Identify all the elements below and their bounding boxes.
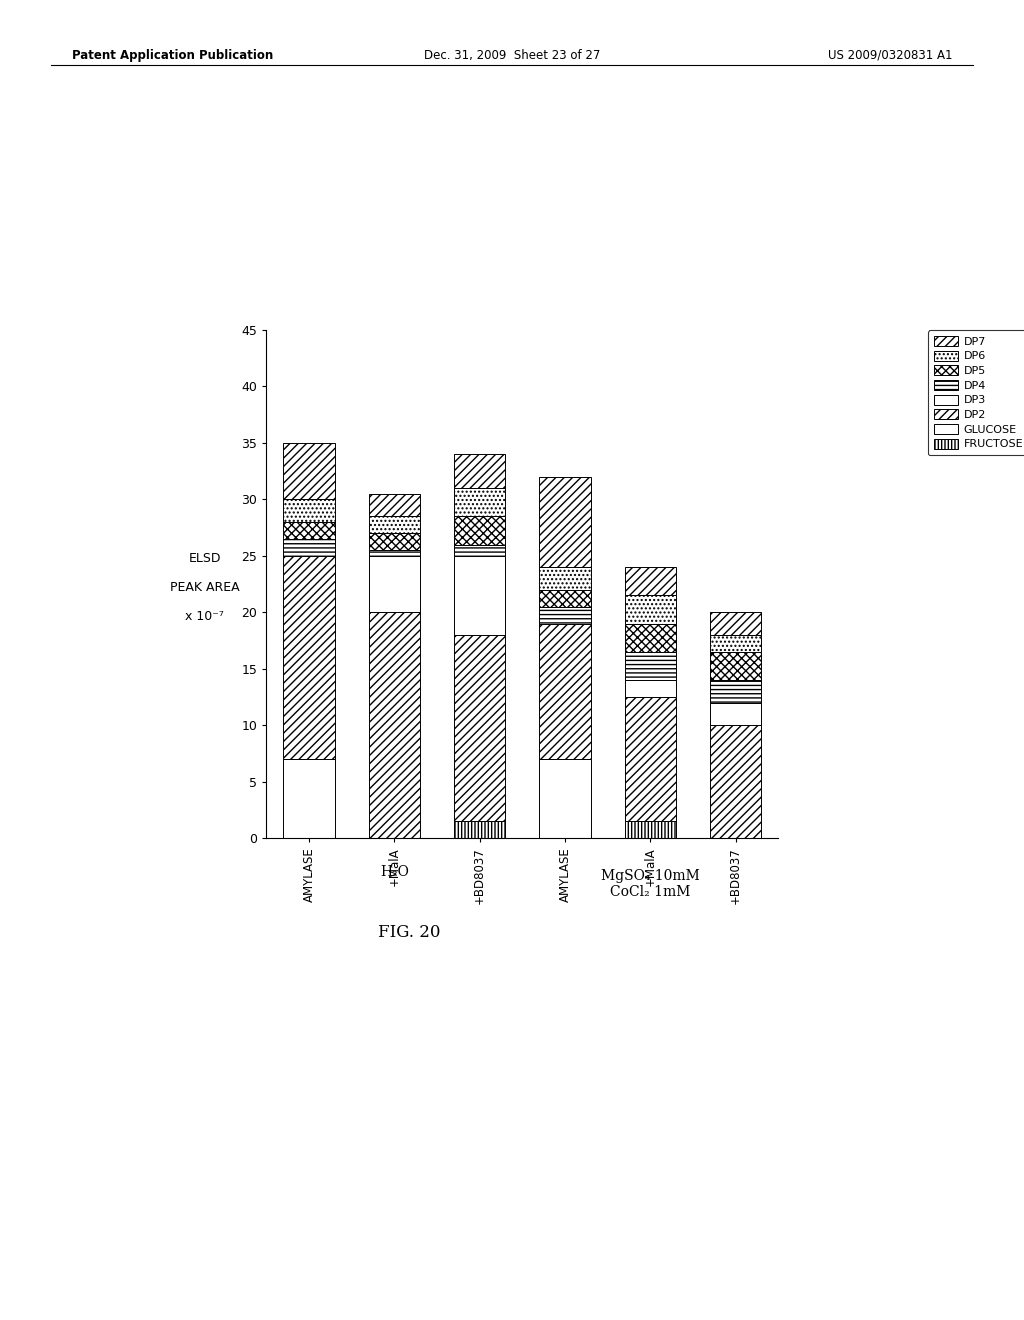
Bar bbox=[540, 607, 591, 623]
Text: Patent Application Publication: Patent Application Publication bbox=[72, 49, 273, 62]
Text: US 2009/0320831 A1: US 2009/0320831 A1 bbox=[827, 49, 952, 62]
Bar bbox=[369, 494, 420, 516]
Bar bbox=[625, 697, 676, 821]
Text: FIG. 20: FIG. 20 bbox=[378, 924, 441, 941]
Bar bbox=[454, 516, 505, 545]
Bar bbox=[625, 623, 676, 652]
Bar bbox=[284, 521, 335, 539]
Bar bbox=[710, 612, 761, 635]
Bar bbox=[540, 568, 591, 590]
Bar bbox=[454, 556, 505, 635]
Bar bbox=[625, 652, 676, 680]
Bar bbox=[284, 759, 335, 838]
Text: ELSD: ELSD bbox=[188, 552, 221, 565]
Bar bbox=[710, 680, 761, 702]
Bar bbox=[369, 516, 420, 533]
Bar bbox=[369, 533, 420, 550]
Bar bbox=[284, 499, 335, 521]
Text: H₂O: H₂O bbox=[380, 865, 409, 879]
Bar bbox=[625, 680, 676, 697]
Bar bbox=[284, 444, 335, 499]
Bar bbox=[284, 539, 335, 556]
Bar bbox=[369, 550, 420, 556]
Bar bbox=[369, 556, 420, 612]
Bar bbox=[369, 612, 420, 838]
Bar bbox=[625, 821, 676, 838]
Bar bbox=[625, 595, 676, 623]
Bar bbox=[540, 623, 591, 759]
Bar bbox=[540, 759, 591, 838]
Bar bbox=[710, 635, 761, 652]
Bar bbox=[454, 821, 505, 838]
Bar bbox=[625, 568, 676, 595]
Bar bbox=[710, 702, 761, 725]
Bar bbox=[284, 556, 335, 759]
Text: MgSO₄ 10mM
CoCl₂ 1mM: MgSO₄ 10mM CoCl₂ 1mM bbox=[601, 869, 699, 899]
Bar bbox=[454, 545, 505, 556]
Bar bbox=[540, 477, 591, 568]
Bar bbox=[454, 454, 505, 488]
Text: Dec. 31, 2009  Sheet 23 of 27: Dec. 31, 2009 Sheet 23 of 27 bbox=[424, 49, 600, 62]
Bar bbox=[540, 590, 591, 607]
Bar bbox=[454, 488, 505, 516]
Text: x 10⁻⁷: x 10⁻⁷ bbox=[185, 610, 224, 623]
Bar bbox=[454, 635, 505, 821]
Bar bbox=[710, 725, 761, 838]
Legend: DP7, DP6, DP5, DP4, DP3, DP2, GLUCOSE, FRUCTOSE: DP7, DP6, DP5, DP4, DP3, DP2, GLUCOSE, F… bbox=[928, 330, 1024, 455]
Bar bbox=[710, 652, 761, 680]
Text: PEAK AREA: PEAK AREA bbox=[170, 581, 240, 594]
